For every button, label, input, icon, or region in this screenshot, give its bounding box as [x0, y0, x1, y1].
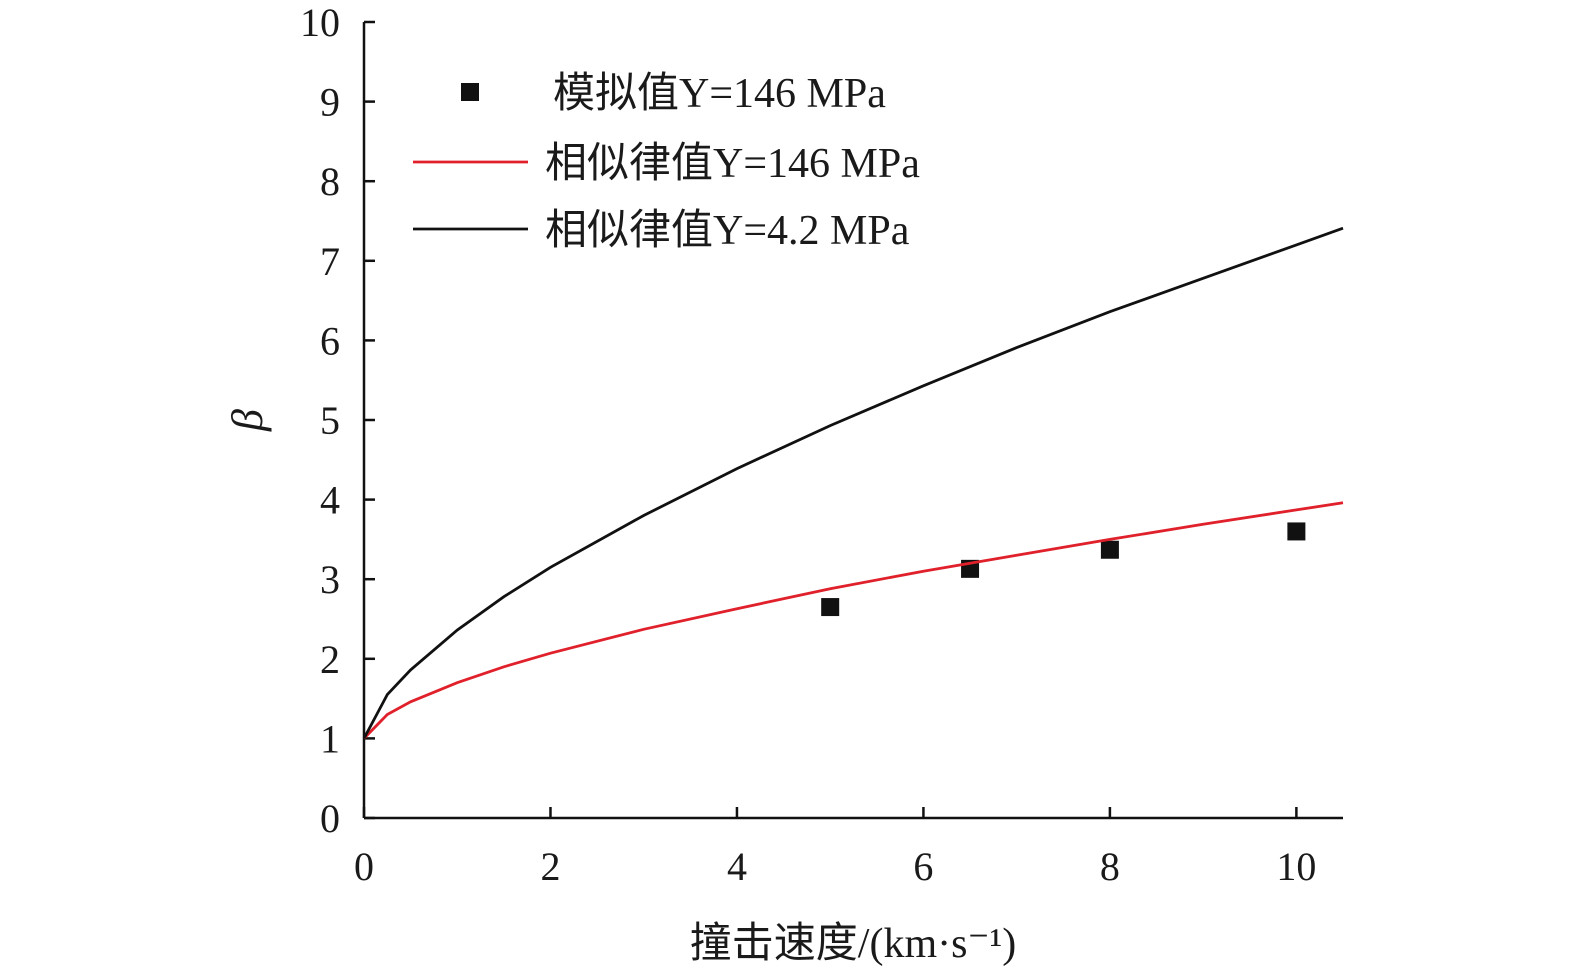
y-axis-label: β — [223, 409, 272, 432]
legend: 模拟值Y=146 MPa 相似律值Y=146 MPa 相似律值Y=4.2 MPa — [413, 71, 920, 254]
legend-label: 模拟值Y=146 MPa — [553, 71, 886, 117]
data-point — [1100, 540, 1119, 559]
legend-label: 相似律值Y=4.2 MPa — [545, 208, 910, 254]
x-tick-label: 8 — [1100, 844, 1120, 889]
data-point — [1287, 522, 1306, 541]
y-tick-label: 3 — [320, 557, 340, 602]
x-axis-label: 撞击速度/(km·s⁻¹) — [690, 920, 1016, 967]
x-tick-label: 6 — [913, 844, 933, 889]
y-tick-label: 5 — [320, 398, 340, 443]
series-line-1 — [362, 501, 1344, 740]
y-tick-label: 1 — [320, 716, 340, 761]
x-tick-label: 4 — [727, 844, 747, 889]
axes: 0 2 4 6 8 10 0 1 2 3 4 5 6 7 8 9 10 — [300, 0, 1343, 889]
x-tick-label: 2 — [540, 844, 560, 889]
y-tick-label: 6 — [320, 318, 340, 363]
series-layer — [362, 226, 1344, 740]
y-tick-label: 4 — [320, 478, 340, 523]
y-tick-label: 2 — [320, 637, 340, 682]
y-tick-label: 9 — [320, 80, 340, 125]
data-point — [821, 598, 840, 617]
x-tick-label: 10 — [1276, 844, 1316, 889]
y-tick-label: 0 — [320, 796, 340, 841]
y-tick-label: 7 — [320, 239, 340, 284]
y-tick-label: 10 — [300, 0, 340, 45]
y-tick-label: 8 — [320, 159, 340, 204]
x-tick-label: 0 — [354, 844, 374, 889]
legend-marker-square — [461, 83, 479, 101]
legend-label: 相似律值Y=146 MPa — [545, 141, 920, 187]
series-line-2 — [362, 226, 1344, 740]
